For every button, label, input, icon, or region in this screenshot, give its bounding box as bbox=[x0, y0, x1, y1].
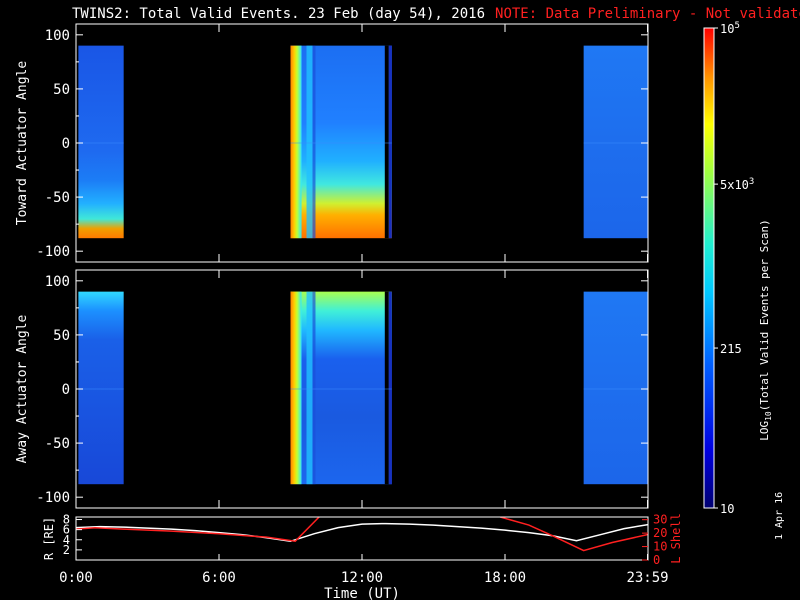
y-tick-label: 0 bbox=[62, 382, 70, 398]
heatmap-block-away-1 bbox=[290, 291, 392, 485]
colorbar-label: LOG10(Total Valid Events per Scan) bbox=[758, 219, 773, 441]
y-tick-label-right: 0 bbox=[653, 553, 660, 567]
y-tick-label: -50 bbox=[45, 436, 70, 452]
y-tick-label: -100 bbox=[36, 244, 70, 260]
heatmap-gap bbox=[384, 45, 389, 239]
heatmap-stripe-bright bbox=[290, 291, 302, 485]
title-main: TWINS2: Total Valid Events. 23 Feb (day … bbox=[72, 6, 486, 22]
colorbar-tick-label: 10 bbox=[720, 502, 734, 516]
heatmap-end-line bbox=[388, 45, 392, 239]
y-tick-label: 50 bbox=[53, 328, 70, 344]
y-tick-label: 100 bbox=[45, 28, 70, 44]
heatmap-stripe-cyan bbox=[306, 291, 313, 485]
y-tick-label-left: 2 bbox=[63, 543, 70, 557]
x-tick-label: 0:00 bbox=[59, 570, 93, 586]
y-axis-label-toward: Toward Actuator Angle bbox=[15, 61, 30, 226]
y-tick-label: -100 bbox=[36, 490, 70, 506]
heatmap-stripe-dark bbox=[312, 291, 316, 485]
heatmap-block-toward-1 bbox=[290, 45, 392, 239]
heatmap-block-away-0 bbox=[78, 291, 124, 485]
y-tick-label-left: 4 bbox=[63, 533, 70, 547]
heatmap-stripe-cyan bbox=[306, 45, 313, 239]
heatmap-stripe-dark bbox=[312, 45, 316, 239]
heatmap-panel-away: -100 -50 0 50 100 Away Actuator Angle bbox=[15, 269, 649, 509]
heatmap-stripe-bright bbox=[290, 45, 302, 239]
series-line-r bbox=[76, 522, 648, 543]
y-tick-label-left: 8 bbox=[63, 513, 70, 527]
heatmap-panel-toward: -100 -50 0 50 100 Toward Actuator Angle bbox=[15, 23, 649, 263]
y-axis-label-away: Away Actuator Angle bbox=[15, 314, 30, 463]
y-axis-label-left: R [RE] bbox=[42, 517, 56, 560]
colorbar-tick-label: 105 bbox=[720, 21, 740, 36]
heatmap-block-toward-2 bbox=[583, 45, 648, 239]
title-note: NOTE: Data Preliminary - Not validated bbox=[495, 6, 800, 22]
y-tick-label: -50 bbox=[45, 190, 70, 206]
y-tick-label-right: 30 bbox=[653, 513, 667, 527]
heatmap-block-away-2 bbox=[583, 291, 648, 485]
colorbar-gradient bbox=[703, 27, 715, 509]
y-axis-label-right: L Shell bbox=[669, 513, 683, 564]
footer-date: 1 Apr 16 bbox=[774, 491, 785, 540]
x-tick-label: 6:00 bbox=[202, 570, 236, 586]
series-line-lshell-0 bbox=[76, 517, 320, 542]
x-tick-label: 18:00 bbox=[484, 570, 526, 586]
x-axis-label: Time (UT) bbox=[324, 586, 400, 600]
x-tick-label: 23:59 bbox=[626, 570, 668, 586]
heatmap-block-toward-0 bbox=[78, 45, 124, 239]
series-line-lshell-1 bbox=[500, 517, 648, 552]
y-tick-label-right: 20 bbox=[653, 526, 667, 540]
x-tick-label: 12:00 bbox=[341, 570, 383, 586]
heatmap-gap bbox=[384, 291, 389, 485]
chart-title: TWINS2: Total Valid Events. 23 Feb (day … bbox=[72, 6, 800, 22]
y-tick-label-left: 6 bbox=[63, 523, 70, 537]
colorbar-tick-label: 215 bbox=[720, 342, 742, 356]
y-tick-label: 100 bbox=[45, 274, 70, 290]
colorbar-tick-label: 5x103 bbox=[720, 177, 754, 192]
heatmap-end-line bbox=[388, 291, 392, 485]
y-tick-label: 0 bbox=[62, 136, 70, 152]
y-tick-label: 50 bbox=[53, 82, 70, 98]
colorbar: 10 215 5x103 105 bbox=[703, 21, 754, 516]
y-tick-label-right: 10 bbox=[653, 540, 667, 554]
